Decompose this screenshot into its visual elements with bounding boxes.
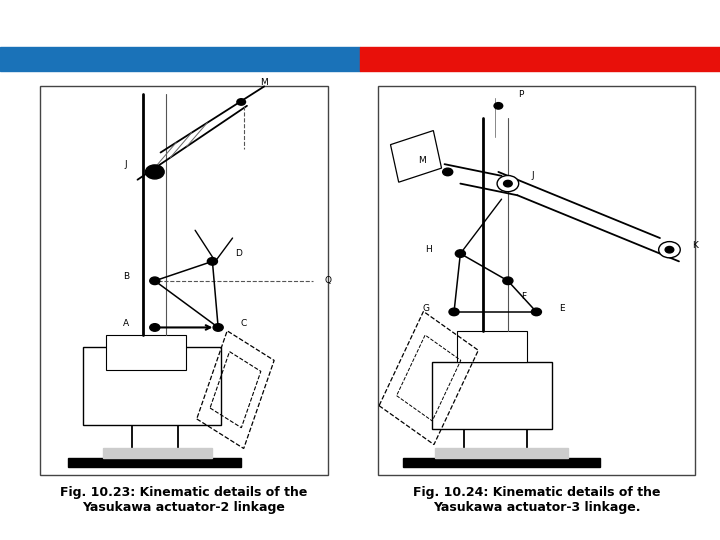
Bar — [0, 47, 360, 71]
Polygon shape — [390, 131, 441, 182]
Circle shape — [494, 103, 503, 109]
Bar — [360, 47, 720, 71]
Text: M: M — [261, 78, 268, 87]
Text: F: F — [521, 292, 526, 301]
Text: M: M — [418, 156, 426, 165]
Bar — [68, 458, 241, 468]
Text: B: B — [123, 272, 129, 281]
Text: Fig. 10.24: Kinematic details of the
Yasukawa actuator-3 linkage.: Fig. 10.24: Kinematic details of the Yas… — [413, 486, 660, 514]
Text: A: A — [123, 319, 129, 328]
Bar — [457, 332, 527, 362]
Circle shape — [150, 277, 160, 285]
Bar — [40, 86, 328, 475]
Text: J: J — [532, 171, 534, 180]
Circle shape — [150, 323, 160, 331]
Text: J: J — [125, 160, 127, 168]
Circle shape — [207, 258, 217, 265]
Text: E: E — [559, 303, 564, 313]
Bar — [106, 335, 186, 370]
Circle shape — [449, 308, 459, 316]
Bar — [435, 448, 568, 458]
Text: Q: Q — [324, 276, 331, 285]
Circle shape — [145, 165, 164, 179]
Bar — [403, 458, 600, 468]
Circle shape — [497, 176, 518, 192]
Circle shape — [531, 308, 541, 316]
Circle shape — [659, 241, 680, 258]
Text: D: D — [235, 249, 242, 258]
Text: K: K — [692, 241, 698, 251]
Circle shape — [237, 99, 246, 105]
Text: C: C — [241, 319, 247, 328]
Bar — [432, 362, 552, 429]
Text: Fig. 10.23: Kinematic details of the
Yasukawa actuator-2 linkage: Fig. 10.23: Kinematic details of the Yas… — [60, 486, 307, 514]
Text: P: P — [518, 90, 523, 99]
Circle shape — [213, 323, 223, 331]
Bar — [103, 448, 212, 458]
Circle shape — [455, 250, 465, 258]
Circle shape — [503, 277, 513, 285]
Bar — [83, 347, 221, 424]
Circle shape — [503, 180, 512, 187]
Text: G: G — [422, 303, 429, 313]
Bar — [378, 86, 695, 475]
Circle shape — [443, 168, 453, 176]
Circle shape — [665, 246, 674, 253]
Text: H: H — [426, 245, 432, 254]
